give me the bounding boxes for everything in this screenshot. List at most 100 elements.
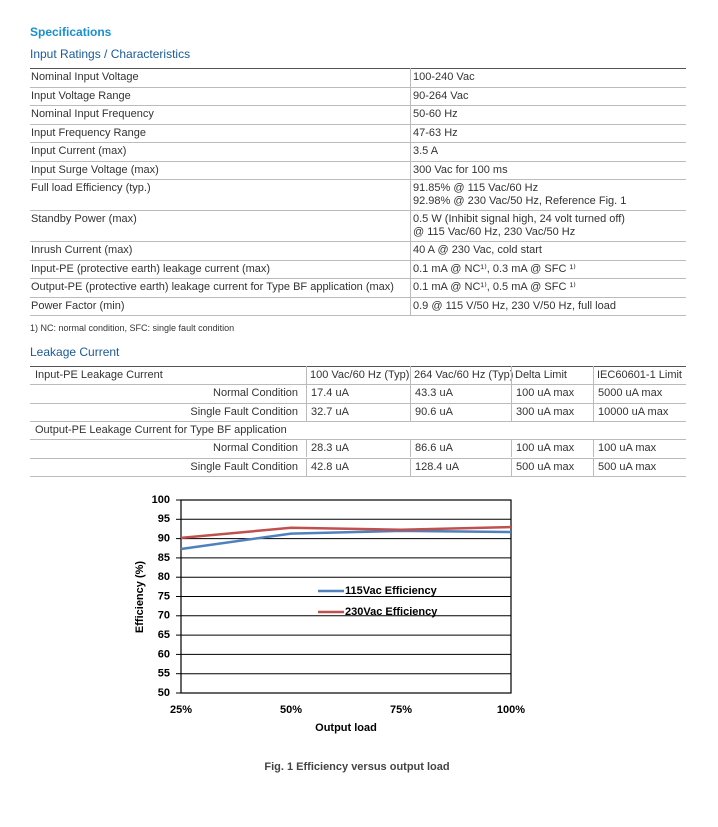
leakage-value: 90.6 uA — [415, 405, 453, 418]
spec-label: Inrush Current (max) — [31, 244, 133, 256]
divider — [306, 366, 307, 385]
divider — [593, 402, 594, 421]
spec-label: Standby Power (max) — [31, 213, 137, 225]
spec-value: 91.85% @ 115 Vac/60 Hz — [413, 182, 539, 194]
divider — [511, 366, 512, 385]
column-header: IEC60601-1 Limit — [597, 369, 682, 381]
spec-value: 90-264 Vac — [413, 89, 469, 102]
spec-label: Full load Efficiency (typ.) — [31, 182, 151, 194]
group-title: Input-PE Leakage Current — [35, 369, 163, 381]
plot-frame — [180, 499, 512, 694]
x-tick-label: 100% — [497, 704, 525, 716]
leakage-value: 86.6 uA — [415, 442, 453, 455]
y-tick-label: 95 — [158, 513, 170, 525]
spec-value: 3.5 A — [413, 145, 439, 157]
spec-label: Power Factor (min) — [31, 299, 125, 312]
legend-label: 115Vac Efficiency — [345, 585, 438, 597]
divider — [410, 278, 411, 297]
divider — [410, 402, 411, 421]
divider — [410, 241, 411, 260]
column-header: Delta Limit — [515, 369, 567, 381]
y-tick-label: 50 — [158, 687, 170, 699]
spec-label: Input Frequency Range — [31, 126, 146, 139]
column-header: 100 Vac/60 Hz (Typ) — [310, 369, 410, 381]
rule — [30, 105, 686, 106]
spec-label: Nominal Input Frequency — [31, 108, 154, 120]
rule — [30, 315, 686, 316]
y-tick-label: 55 — [158, 668, 170, 680]
divider — [593, 439, 594, 458]
divider — [306, 439, 307, 458]
divider — [410, 210, 411, 241]
y-tick-label: 75 — [158, 590, 170, 602]
column-header: 264 Vac/60 Hz (Typ) — [414, 369, 514, 381]
divider — [410, 68, 411, 87]
spec-value: 40 A @ 230 Vac, cold start — [413, 244, 542, 256]
spec-label: Input Surge Voltage (max) — [31, 163, 159, 176]
divider — [511, 439, 512, 458]
condition: Single Fault Condition — [190, 405, 298, 418]
divider — [593, 457, 594, 476]
spec-value: 100-240 Vac — [413, 71, 475, 83]
rule — [30, 278, 686, 279]
figure-caption: Fig. 1 Efficiency versus output load — [264, 761, 449, 773]
y-tick-label: 60 — [158, 648, 170, 660]
rule — [30, 86, 686, 88]
footnote: 1) NC: normal condition, SFC: single fau… — [30, 323, 235, 333]
spec-label: Nominal Input Voltage — [31, 71, 139, 83]
y-tick-label: 80 — [158, 571, 170, 583]
x-tick-label: 25% — [170, 704, 192, 716]
leakage-value: 5000 uA max — [598, 387, 663, 400]
divider — [410, 105, 411, 124]
rule — [30, 241, 686, 242]
rule — [30, 296, 686, 298]
divider — [410, 160, 411, 179]
divider — [410, 457, 411, 476]
divider — [306, 457, 307, 476]
rule — [30, 259, 686, 261]
leakage-value: 42.8 uA — [311, 460, 349, 473]
condition: Single Fault Condition — [190, 460, 298, 473]
leakage-value: 17.4 uA — [311, 387, 349, 400]
leakage-value: 500 uA max — [516, 460, 575, 473]
rule — [30, 210, 686, 211]
divider — [306, 384, 307, 403]
rule — [30, 179, 686, 180]
spec-value: 0.5 W (Inhibit signal high, 24 volt turn… — [413, 213, 625, 225]
leakage-value: 128.4 uA — [415, 460, 460, 473]
divider — [410, 179, 411, 210]
x-tick-label: 50% — [280, 704, 302, 716]
divider — [593, 366, 594, 385]
rule — [30, 160, 686, 162]
leakage-value: 28.3 uA — [311, 442, 349, 455]
spec-value: @ 115 Vac/60 Hz, 230 Vac/50 Hz — [413, 226, 576, 238]
rule — [30, 420, 686, 422]
series-line — [180, 525, 512, 540]
leakage-value: 300 uA max — [516, 405, 575, 418]
rule — [30, 402, 686, 404]
rule — [30, 439, 686, 441]
spec-value: 47-63 Hz — [413, 126, 458, 139]
rule — [30, 142, 686, 143]
divider — [511, 457, 512, 476]
x-tick-label: 75% — [390, 704, 412, 716]
series-line — [180, 529, 512, 551]
spec-value: 0.1 mA @ NC¹⁾, 0.3 mA @ SFC ¹⁾ — [413, 262, 576, 275]
spec-value: 300 Vac for 100 ms — [413, 163, 508, 176]
spec-value: 50-60 Hz — [413, 108, 458, 120]
spec-label: Input-PE (protective earth) leakage curr… — [31, 262, 271, 275]
rule — [30, 68, 686, 69]
spec-label: Output-PE (protective earth) leakage cur… — [31, 281, 394, 293]
rule — [30, 366, 686, 367]
y-tick-label: 100 — [152, 494, 170, 506]
rule — [30, 475, 686, 477]
divider — [410, 439, 411, 458]
group-title: Output-PE Leakage Current for Type BF ap… — [35, 423, 287, 436]
divider — [410, 86, 411, 105]
legend-label: 230Vac Efficiency — [345, 606, 438, 618]
section-title: Leakage Current — [30, 345, 120, 359]
x-axis-label: Output load — [315, 722, 377, 734]
leakage-value: 10000 uA max — [598, 405, 669, 418]
